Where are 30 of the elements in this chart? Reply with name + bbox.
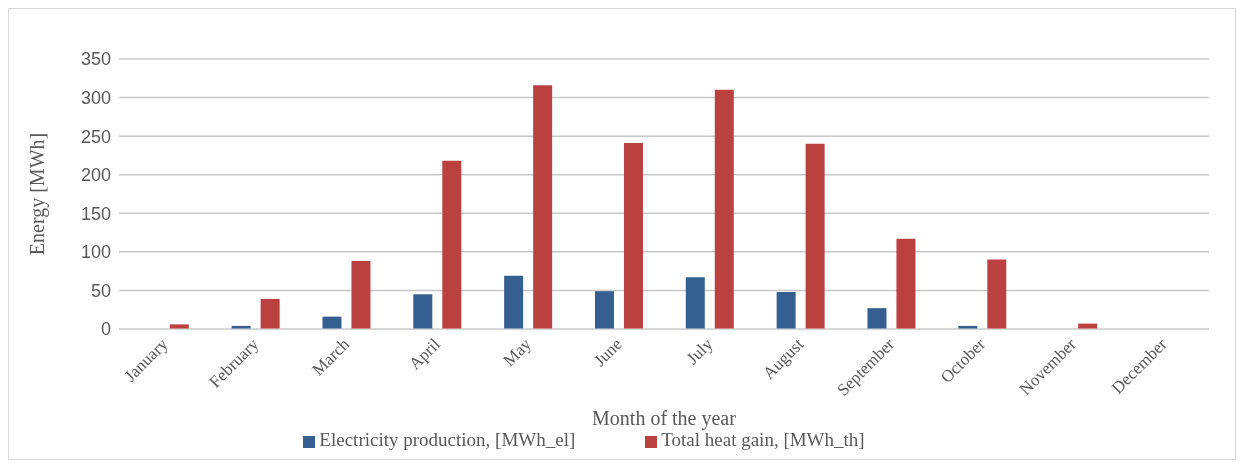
x-tick-label: May: [499, 334, 536, 371]
bar: [594, 291, 614, 329]
y-axis-title: Energy [MWh]: [26, 132, 50, 256]
bar: [504, 275, 524, 329]
bar: [533, 85, 553, 329]
bar: [685, 277, 705, 329]
bar: [987, 259, 1007, 329]
y-tick-label: 0: [100, 319, 111, 340]
bar: [776, 291, 796, 329]
y-tick-label: 300: [80, 87, 111, 108]
x-tick-label: July: [683, 334, 717, 369]
legend-label: Total heat gain, [MWh_th]: [661, 429, 865, 450]
y-tick-label: 150: [80, 203, 111, 224]
bar: [867, 308, 887, 329]
bar: [260, 298, 280, 329]
bar: [805, 143, 825, 329]
y-tick-label: 50: [90, 280, 111, 301]
y-tick-label: 350: [80, 49, 111, 70]
bar: [351, 261, 371, 329]
bar: [714, 89, 734, 329]
bar: [413, 294, 433, 329]
x-axis-title: Month of the year: [592, 407, 737, 430]
x-tick-label: June: [590, 334, 626, 371]
legend-label: Electricity production, [MWh_el]: [319, 429, 576, 450]
y-tick-label: 250: [80, 126, 111, 147]
bar: [442, 160, 462, 329]
bar: [896, 238, 916, 329]
y-tick-label: 100: [80, 242, 111, 263]
bar: [623, 143, 643, 329]
y-tick-label: 200: [80, 165, 111, 186]
